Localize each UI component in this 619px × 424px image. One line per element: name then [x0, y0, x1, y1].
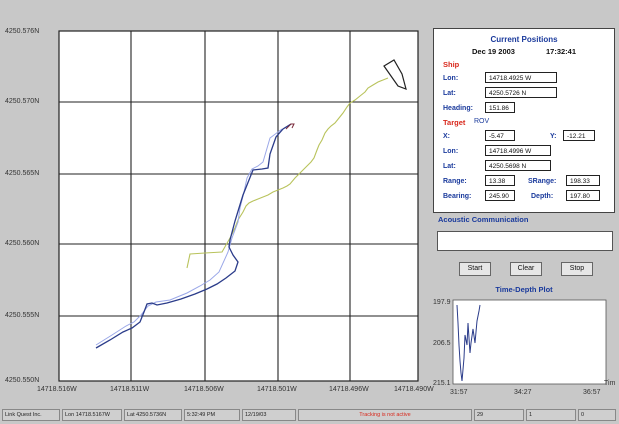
target-name: ROV: [474, 118, 490, 125]
status-company: Link Quest Inc.: [2, 409, 60, 421]
status-date: 12/19/03: [242, 409, 296, 421]
depth-x-tick: 34:27: [514, 389, 532, 396]
status-tracking: Tracking is not active: [298, 409, 472, 421]
map-x-label: 14718.516W: [37, 386, 77, 393]
status-bar: Link Quest Inc. Lon 14718.5167W Lat 4250…: [0, 407, 619, 424]
time-depth-plot: Time-Depth Plot 197.9 206.5 215.1: [433, 283, 615, 387]
target-lat-label: Lat:: [443, 163, 456, 170]
target-track: [95, 123, 292, 349]
ship-heading-field: 151.86: [485, 102, 515, 113]
map-y-label: 4250.550N: [5, 377, 40, 384]
ship-lat-field: 4250.5726 N: [485, 87, 557, 98]
target-range-field: 13.38: [485, 175, 515, 186]
ship-track: [186, 77, 389, 269]
depth-y-tick: 197.9: [433, 299, 451, 306]
depth-plot-canvas: [452, 299, 607, 385]
target-y-label: Y:: [550, 133, 557, 140]
panel-title: Current Positions: [490, 35, 558, 44]
status-field-2: 1: [526, 409, 576, 421]
map-y-label: 4250.560N: [5, 240, 40, 247]
map-y-label: 4250.570N: [5, 98, 40, 105]
acoustic-communication-field[interactable]: [437, 231, 613, 251]
status-time: 5:32:49 PM: [184, 409, 240, 421]
ship-lon-label: Lon:: [443, 75, 459, 82]
ship-marker: [383, 59, 407, 90]
status-count: 29: [474, 409, 524, 421]
target-lat-field: 4250.5698 N: [485, 160, 551, 171]
target-y-field: -12.21: [563, 130, 595, 141]
depth-y-tick: 206.5: [433, 340, 451, 347]
current-date: Dec 19 2003: [472, 47, 515, 56]
ship-section-label: Ship: [443, 60, 460, 69]
map-x-label: 14718.496W: [329, 386, 369, 393]
map-y-label: 4250.576N: [5, 28, 40, 35]
ship-lat-label: Lat:: [443, 90, 456, 97]
target-x-label: X:: [443, 133, 450, 140]
map-plot-area: [58, 30, 419, 382]
target-section-label: Target: [443, 118, 466, 127]
position-map[interactable]: [0, 0, 430, 406]
status-field-3: 0: [578, 409, 616, 421]
ship-heading-label: Heading:: [443, 105, 473, 112]
map-x-label: 14718.501W: [257, 386, 297, 393]
target-depth-field: 197.80: [566, 190, 600, 201]
depth-x-tick: 31:57: [450, 389, 468, 396]
status-lat: Lat 4250.5736N: [124, 409, 182, 421]
target-bearing-field: 245.90: [485, 190, 515, 201]
target-lon-label: Lon:: [443, 148, 459, 155]
depth-y-tick: 215.1: [433, 380, 451, 387]
target-track-light: [95, 128, 283, 346]
depth-x-tick: 36:57: [583, 389, 601, 396]
target-range-label: Range:: [443, 178, 467, 185]
acoustic-label: Acoustic Communication: [438, 215, 529, 224]
start-button[interactable]: Start: [459, 262, 491, 276]
ship-lon-field: 14718.4925 W: [485, 72, 557, 83]
target-srange-label: SRange:: [528, 178, 557, 185]
depth-trace: [456, 304, 481, 382]
map-x-label: 14718.506W: [184, 386, 224, 393]
current-time: 17:32:41: [546, 47, 577, 56]
target-x-field: -5.47: [485, 130, 515, 141]
depth-x-axis-label: Tim: [604, 380, 616, 387]
stop-button[interactable]: Stop: [561, 262, 593, 276]
target-depth-label: Depth:: [531, 193, 554, 200]
depth-plot-title: Time-Depth Plot: [495, 285, 553, 294]
clear-button[interactable]: Clear: [510, 262, 542, 276]
target-srange-field: 198.33: [566, 175, 600, 186]
map-x-label: 14718.490W: [394, 386, 434, 393]
map-grid: [59, 31, 418, 381]
target-lon-field: 14718.4996 W: [485, 145, 551, 156]
status-lon: Lon 14718.5167W: [62, 409, 122, 421]
map-x-label: 14718.511W: [110, 386, 150, 393]
target-bearing-label: Bearing:: [443, 193, 472, 200]
map-y-label: 4250.565N: [5, 170, 40, 177]
target-marker: [285, 123, 295, 130]
current-positions-panel: Current Positions Dec 19 2003 17:32:41 S…: [433, 28, 615, 213]
map-y-label: 4250.555N: [5, 312, 40, 319]
